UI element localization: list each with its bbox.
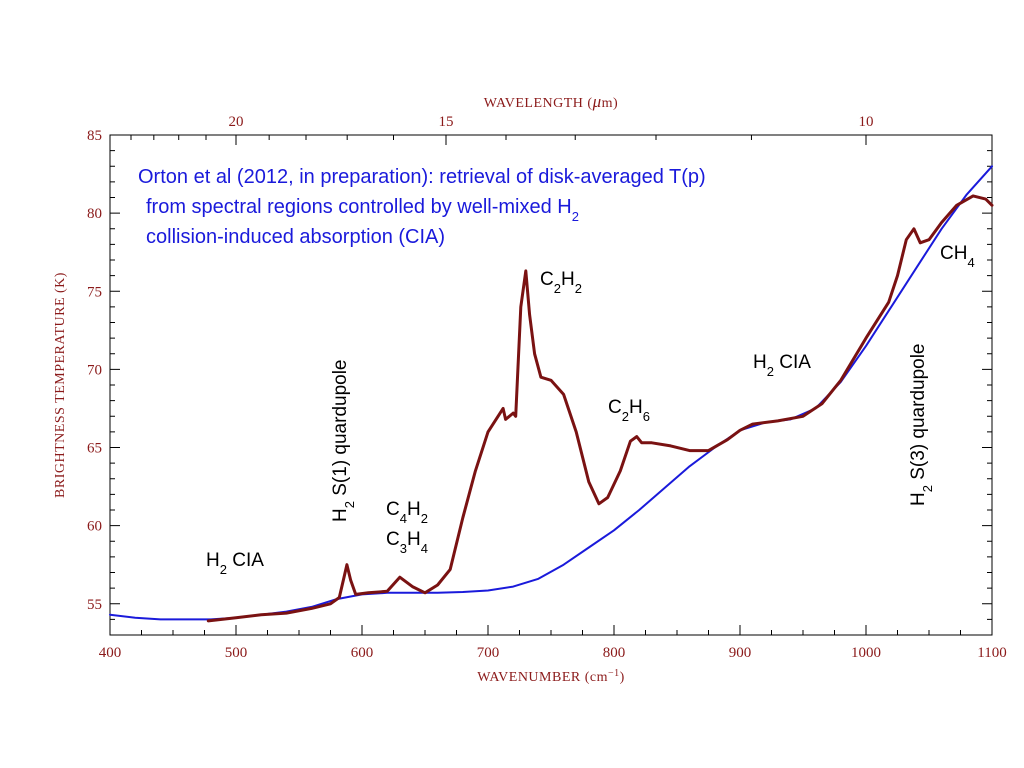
y-tick-label: 60 xyxy=(87,519,102,535)
x-tick-label: 700 xyxy=(477,645,500,661)
y-tick-label: 65 xyxy=(87,441,102,457)
top-tick-label: 15 xyxy=(439,114,454,130)
axis-tick-labels: 400 500 600 700 800 900 1000 1100 20 15 10 55 60 65 70… xyxy=(87,114,1007,661)
y-tick-label: 70 xyxy=(87,362,102,378)
x-tick-label: 600 xyxy=(351,645,374,661)
series-line-spectrum xyxy=(206,194,994,623)
x-axis-title: WAVENUMBER (cm−1) xyxy=(477,668,625,686)
y-tick-label: 75 xyxy=(87,284,102,300)
x-tick-label: 500 xyxy=(225,645,248,661)
label-c4h2: C4H2 xyxy=(386,499,428,526)
y-tick-label: 55 xyxy=(87,597,102,613)
citation-note: Orton et al (2012, in preparation): retr… xyxy=(138,166,706,248)
top-tick-label: 10 xyxy=(859,114,874,130)
label-ch4: CH4 xyxy=(940,243,975,270)
y-tick-label: 85 xyxy=(87,128,102,144)
x-tick-label: 400 xyxy=(99,645,122,661)
series-group xyxy=(109,165,994,623)
note-line-2: from spectral regions controlled by well… xyxy=(146,196,579,224)
label-h2-cia-right: H2 CIA xyxy=(753,352,811,379)
label-h2-s1: H2 S(1) quardupole xyxy=(330,359,357,522)
label-c3h4: C3H4 xyxy=(386,529,428,556)
label-c2h6: C2H6 xyxy=(608,397,650,424)
label-h2-s3: H2 S(3) quardupole xyxy=(908,343,935,506)
top-tick-label: 20 xyxy=(229,114,244,130)
note-line-3: collision-induced absorption (CIA) xyxy=(146,226,445,248)
axis-ticks xyxy=(109,134,993,635)
x-tick-label: 1000 xyxy=(851,645,881,661)
x-tick-label: 800 xyxy=(603,645,626,661)
x-tick-label: 1100 xyxy=(977,645,1006,661)
label-c2h2: C2H2 xyxy=(540,269,582,296)
note-line-1: Orton et al (2012, in preparation): retr… xyxy=(138,166,706,188)
x-tick-label: 900 xyxy=(729,645,752,661)
top-axis-title: WAVELENGTH (μm) xyxy=(484,92,618,111)
y-tick-label: 80 xyxy=(87,206,102,222)
y-axis-title: BRIGHTNESS TEMPERATURE (K) xyxy=(53,272,68,498)
label-h2-cia-left: H2 CIA xyxy=(206,550,264,577)
